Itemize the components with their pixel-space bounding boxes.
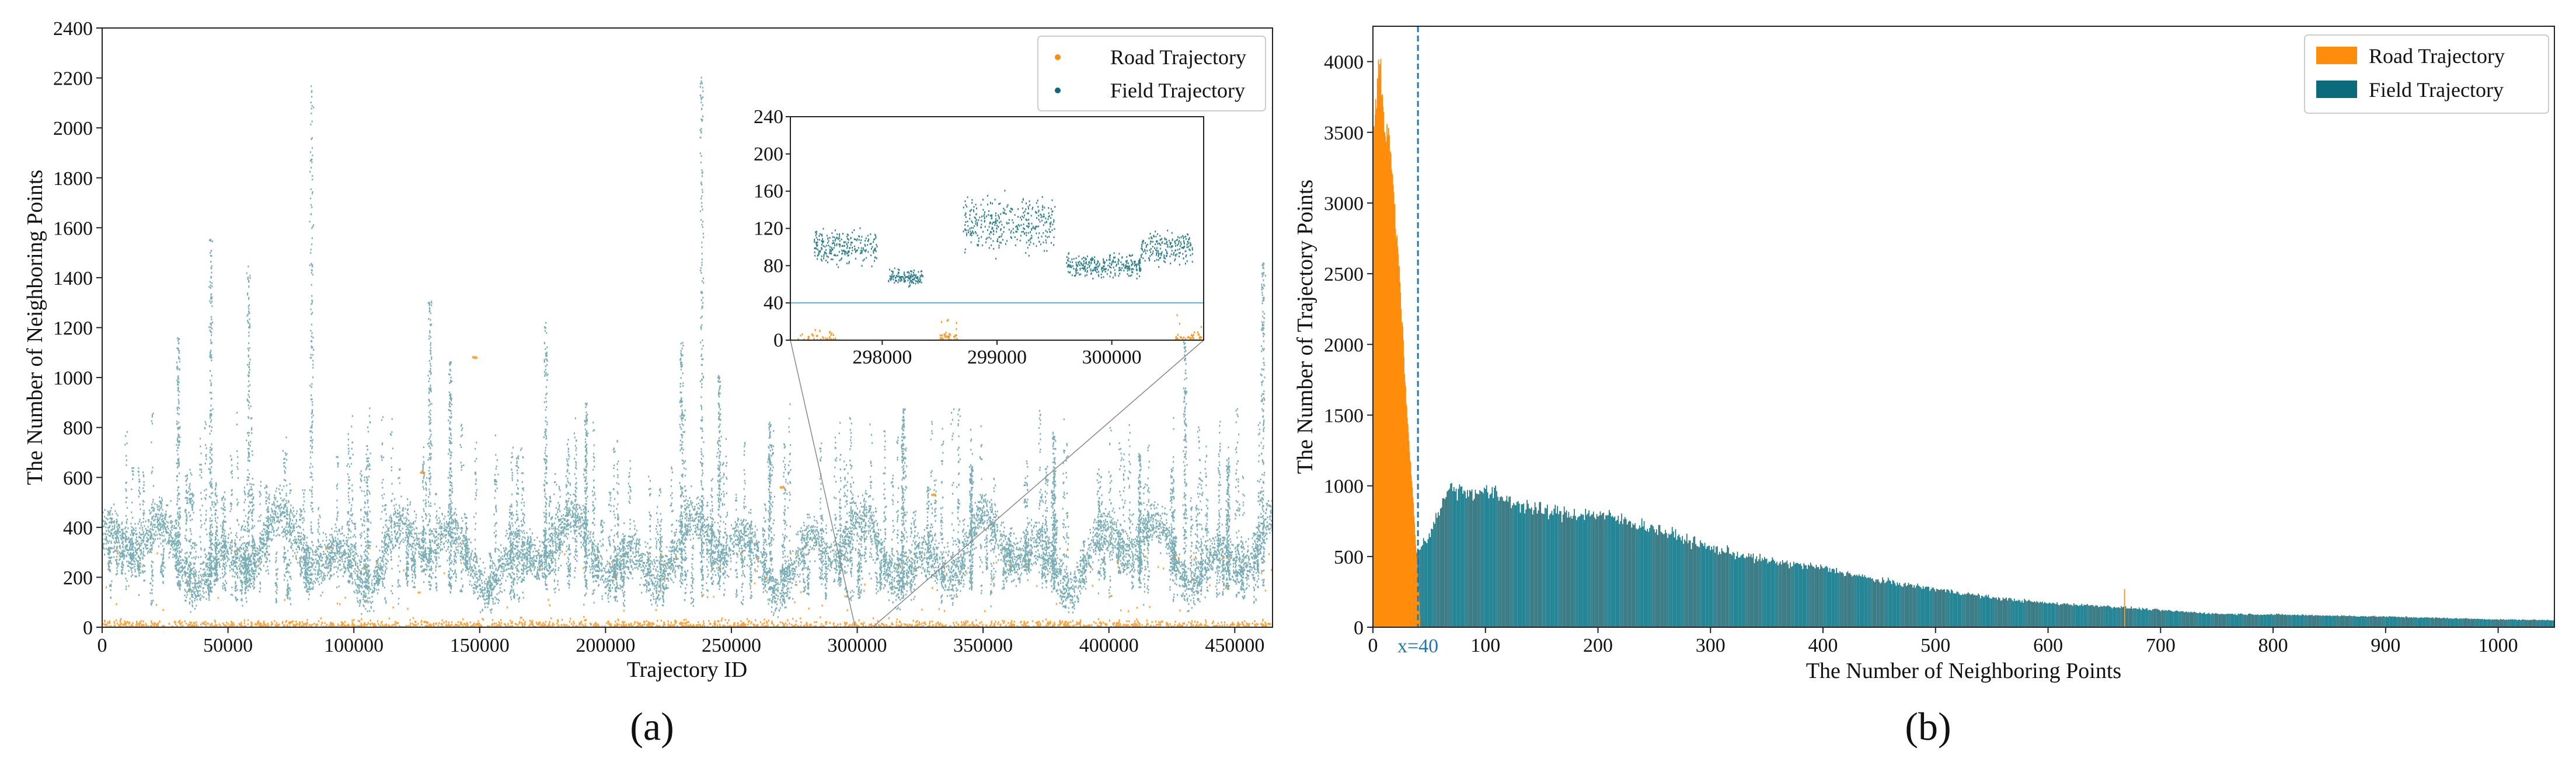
threshold-label: x=40 — [1397, 635, 1438, 657]
x-tick-label: 350000 — [953, 635, 1013, 656]
panel-a-y-label: The Number of Neighboring Points — [23, 170, 47, 485]
y-tick-label: 600 — [63, 467, 93, 489]
legend-road-swatch — [2316, 47, 2357, 64]
inset-field-points — [814, 190, 1193, 288]
y-tick-label: 4000 — [1324, 52, 1364, 74]
inset-y-tick-label: 240 — [754, 106, 783, 128]
y-tick-label: 2500 — [1324, 264, 1364, 285]
panel-b-label: (b) — [1905, 704, 1951, 749]
x-tick-label: 300 — [1696, 635, 1726, 656]
x-tick-label: 100 — [1470, 635, 1500, 656]
x-tick-label: 400 — [1808, 635, 1838, 656]
y-tick-label: 1600 — [53, 218, 93, 239]
inset-x-tick-label: 300000 — [1082, 347, 1142, 368]
inset-y-tick-label: 80 — [764, 255, 783, 277]
panel-a-x-ticks: 0 50000 100000 150000 200000 250000 300000 3500… — [97, 627, 1264, 656]
panel-b-chart: 0 100 200 300 400 500 600 700 800 900 1000 0 500 100… — [1293, 26, 2555, 749]
panel-b-y-ticks: 0 500 1000 1500 2000 2500 3000 3500 4000 — [1324, 52, 1373, 639]
panel-a-x-label: Trajectory ID — [627, 658, 748, 682]
legend-road-marker — [1055, 54, 1061, 60]
inset-connector-right — [872, 340, 1204, 628]
legend-field-label: Field Trajectory — [1110, 79, 1245, 102]
x-tick-label: 200000 — [576, 635, 635, 656]
x-tick-label: 300000 — [828, 635, 887, 656]
y-tick-label: 2200 — [53, 68, 93, 90]
y-tick-label: 1400 — [53, 268, 93, 289]
panel-b-plot-frame — [1372, 26, 2555, 628]
inset-y-tick-label: 120 — [754, 218, 783, 240]
y-tick-label: 3500 — [1324, 123, 1364, 144]
x-tick-label: 900 — [2371, 635, 2400, 656]
y-tick-label: 500 — [1334, 547, 1364, 568]
panel-b-legend: Road Trajectory Field Trajectory — [2304, 34, 2549, 114]
y-tick-label: 1000 — [1324, 476, 1364, 498]
road-trajectory-points — [103, 356, 1273, 627]
legend-field-marker — [1055, 88, 1061, 93]
y-tick-label: 0 — [1354, 617, 1364, 639]
panel-b-x-label: The Number of Neighboring Points — [1806, 659, 2121, 683]
field-trajectory-bars — [1374, 483, 2554, 627]
x-tick-label: 700 — [2146, 635, 2176, 656]
y-tick-label: 2000 — [1324, 334, 1364, 356]
panel-a-inset: 298000 299000 300000 0 40 80 120 160 200 240 — [754, 106, 1204, 368]
y-tick-label: 800 — [63, 418, 93, 439]
x-tick-label: 450000 — [1205, 635, 1264, 656]
y-tick-label: 2000 — [53, 118, 93, 139]
panel-b-y-label: The Number of Trajectory Points — [1293, 180, 1317, 474]
panel-a-y-ticks: 0 200 400 600 800 1000 1200 1400 1600 1800 2000 220… — [53, 18, 102, 639]
y-tick-label: 0 — [83, 617, 93, 639]
legend-road-label: Road Trajectory — [1110, 46, 1246, 69]
panel-b-x-ticks: 0 100 200 300 400 500 600 700 800 900 1000 — [1368, 627, 2518, 656]
inset-y-tick-label: 0 — [773, 330, 783, 351]
panel-a-chart: 0 50000 100000 150000 200000 250000 300000 3500… — [23, 18, 1273, 749]
x-tick-label: 800 — [2258, 635, 2288, 656]
panel-a-label: (a) — [630, 704, 674, 749]
y-tick-label: 1200 — [53, 318, 93, 340]
legend-field-label: Field Trajectory — [2369, 78, 2504, 102]
field-trajectory-points — [102, 76, 1273, 618]
y-tick-label: 200 — [63, 567, 93, 589]
x-tick-label: 100000 — [324, 635, 384, 656]
x-tick-label: 200 — [1583, 635, 1613, 656]
panel-a-legend: Road Trajectory Field Trajectory — [1037, 36, 1266, 111]
y-tick-label: 2400 — [53, 18, 93, 40]
y-tick-label: 3000 — [1324, 193, 1364, 215]
x-tick-label: 150000 — [450, 635, 510, 656]
x-tick-label: 600 — [2033, 635, 2063, 656]
x-tick-label: 0 — [97, 635, 107, 656]
inset-y-tick-label: 160 — [754, 181, 783, 202]
x-tick-label: 50000 — [203, 635, 253, 656]
road-trajectory-bars — [1373, 58, 2125, 627]
panel-b-histogram-bars — [1373, 58, 2554, 627]
inset-y-tick-label: 200 — [754, 144, 783, 165]
y-tick-label: 400 — [63, 518, 93, 539]
x-tick-label: 250000 — [702, 635, 761, 656]
panel-a-scatter-points — [102, 76, 1273, 627]
x-tick-label: 1000 — [2479, 635, 2518, 656]
inset-y-tick-label: 40 — [764, 292, 783, 314]
x-tick-label: 0 — [1368, 635, 1378, 656]
inset-x-tick-label: 299000 — [967, 347, 1027, 368]
inset-connector-left — [790, 340, 856, 628]
legend-road-label: Road Trajectory — [2369, 44, 2505, 68]
y-tick-label: 1000 — [53, 368, 93, 389]
inset-x-tick-label: 298000 — [852, 347, 912, 368]
y-tick-label: 1500 — [1324, 405, 1364, 427]
x-tick-label: 400000 — [1079, 635, 1139, 656]
x-tick-label: 500 — [1920, 635, 1950, 656]
inset-ticks: 298000 299000 300000 0 40 80 120 160 200 240 — [754, 106, 1142, 368]
y-tick-label: 1800 — [53, 168, 93, 190]
legend-field-swatch — [2316, 81, 2357, 98]
